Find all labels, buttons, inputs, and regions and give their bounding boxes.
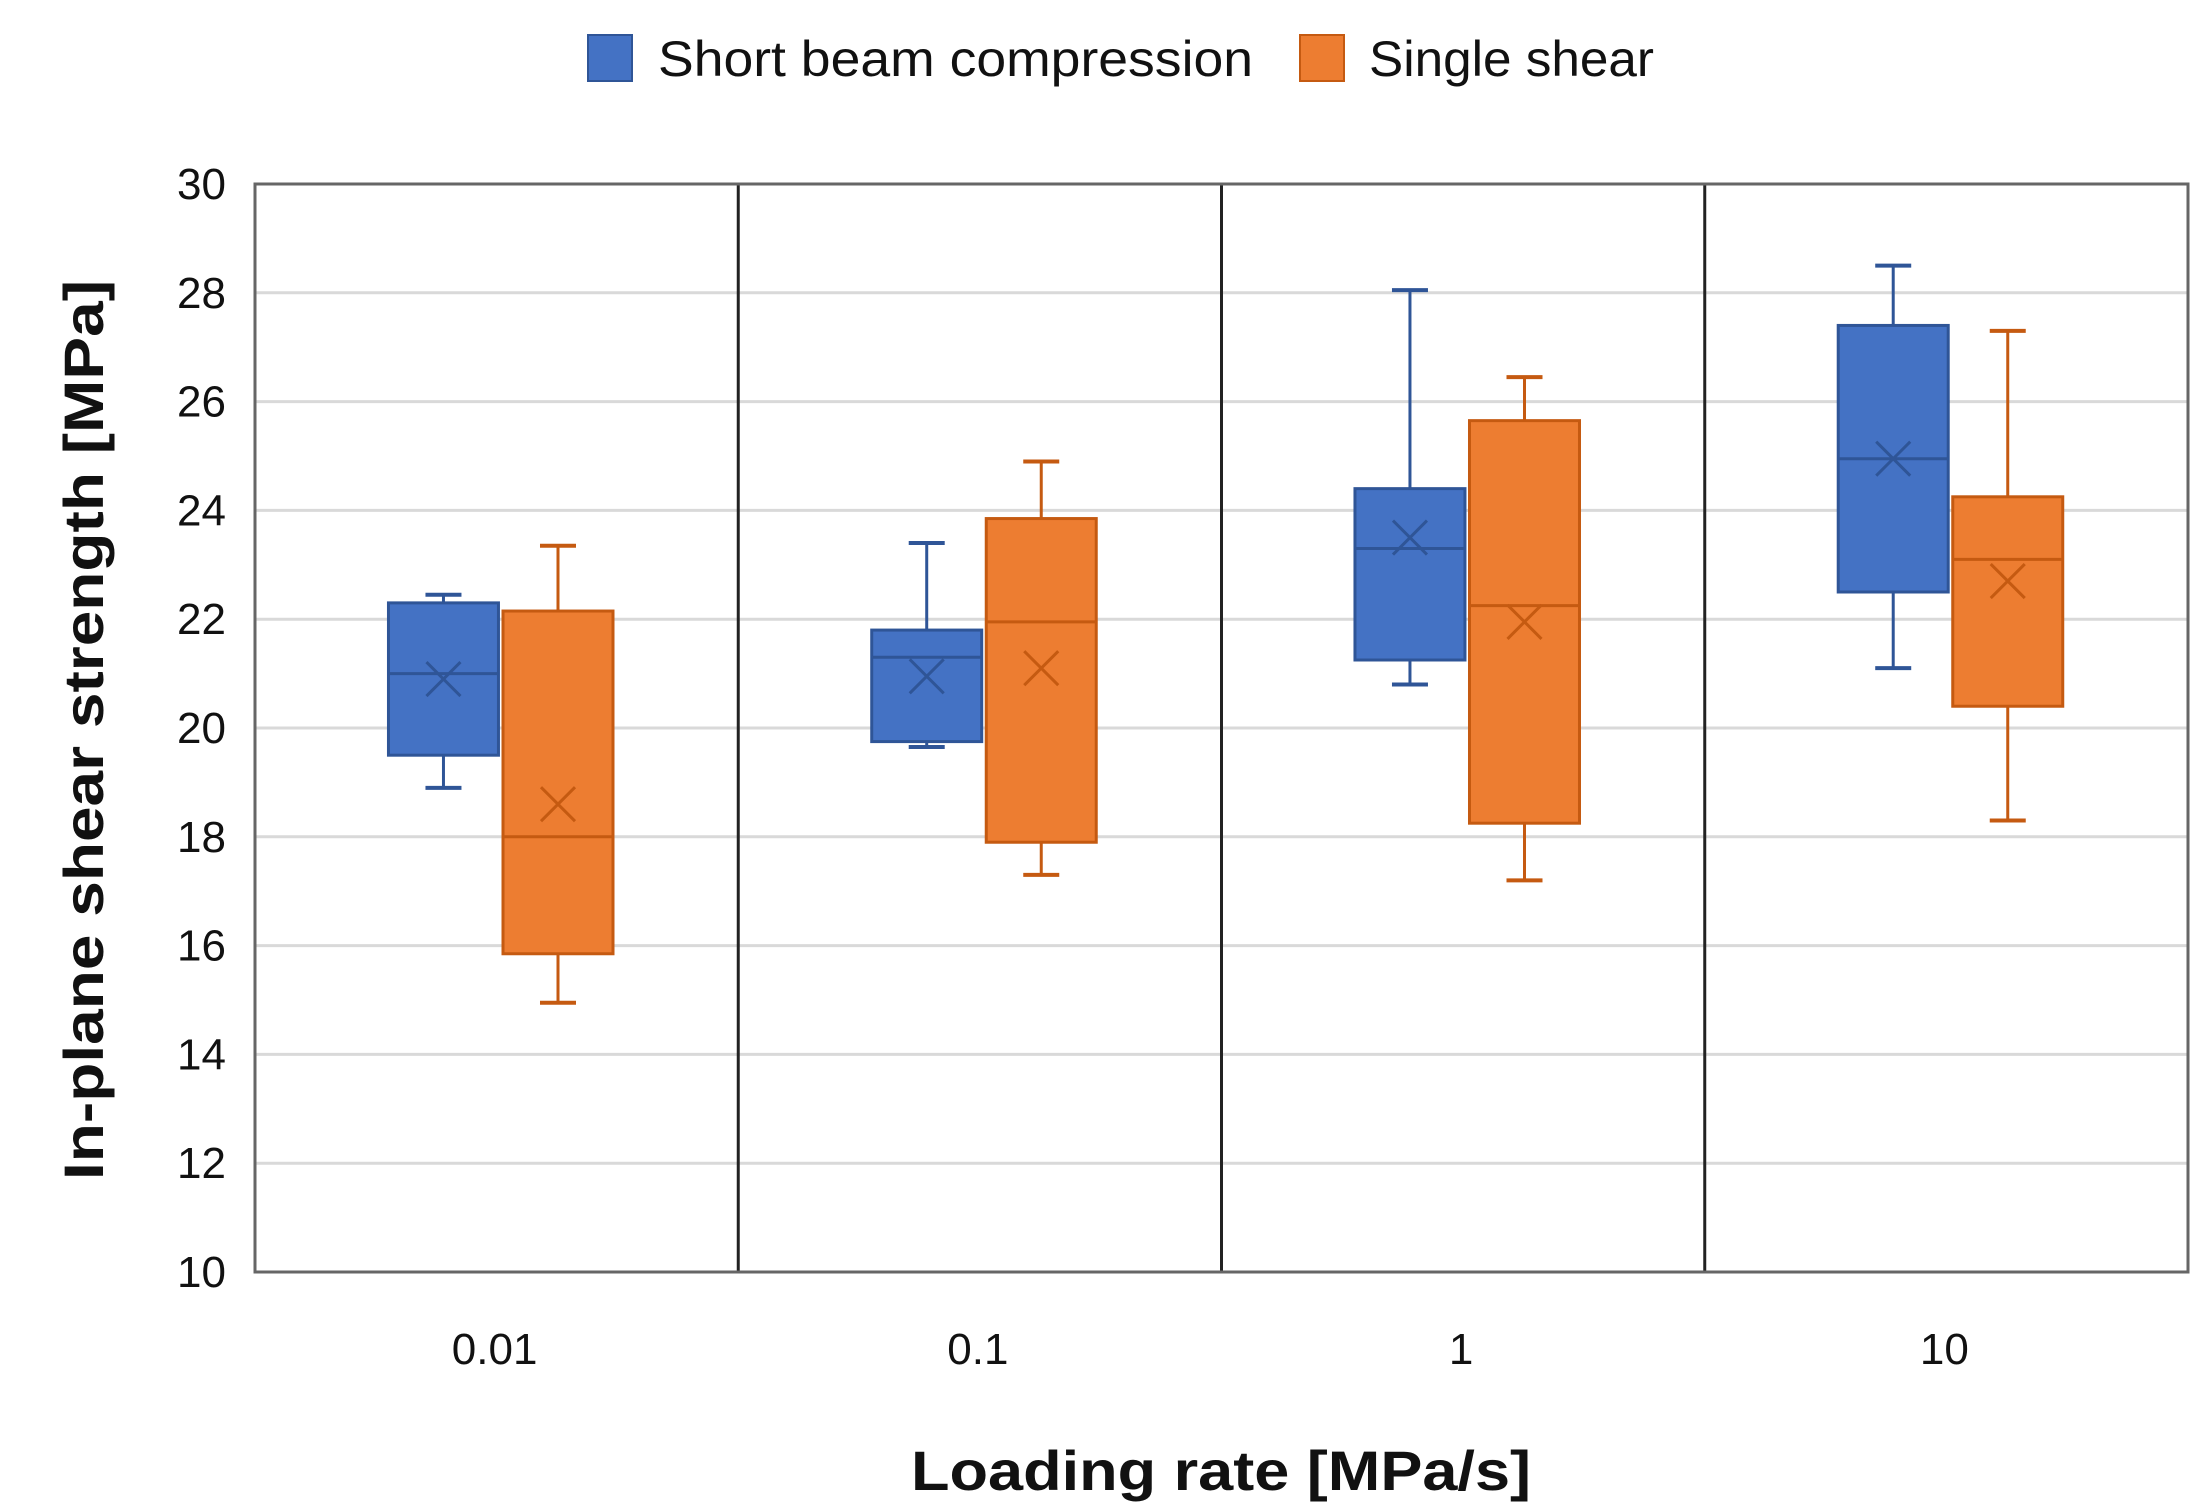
x-tick-label: 10 [1920,1325,1969,1374]
y-axis-title: In-plane shear strength [MPa] [52,280,115,1180]
y-tick-label: 26 [177,378,226,427]
y-tick-label: 16 [177,922,226,971]
legend-swatch-short-beam [587,34,633,82]
mean-marker [539,786,577,823]
box-short-beam-compression-1 [1353,288,1467,687]
mean-marker [1989,563,2026,600]
category-dividers [736,184,1707,1272]
y-tick-label: 30 [177,160,226,209]
legend-swatch-single-shear [1299,34,1345,82]
box-iqr [501,609,615,956]
box-short-beam-compression-10 [1836,263,1950,671]
mean-marker [1875,440,1912,477]
box-short-beam-compression-0.01 [386,592,500,790]
box-single-shear-0.1 [984,459,1098,877]
y-tick-label: 12 [177,1139,226,1188]
mean-marker [908,658,945,695]
box-iqr [1353,487,1467,662]
legend-label-short-beam: Short beam compression [658,31,1253,87]
x-tick-labels: 0.01 0.1 1 10 [452,1325,1969,1374]
box-iqr [870,628,984,744]
x-tick-label: 0.1 [947,1325,1008,1374]
y-tick-label: 24 [177,486,226,535]
box-single-shear-0.01 [501,543,615,1005]
mean-marker [425,660,462,698]
legend: Short beam compression Single shear [587,31,1654,87]
box-iqr [984,517,1098,844]
y-tick-labels: 10 12 14 16 18 20 22 24 26 28 30 [177,160,226,1297]
box-single-shear-10 [1951,328,2065,823]
mean-marker [1391,519,1429,556]
legend-label-single-shear: Single shear [1369,31,1654,87]
x-tick-label: 0.01 [452,1325,538,1374]
y-tick-label: 28 [177,269,226,318]
box-single-shear-1 [1467,375,1581,883]
y-tick-label: 18 [177,813,226,862]
boxes [386,263,2065,1005]
y-tick-label: 22 [177,595,226,644]
y-tick-label: 14 [177,1030,226,1079]
y-tick-label: 20 [177,704,226,753]
box-short-beam-compression-0.1 [870,541,984,750]
mean-marker [1506,603,1543,640]
plot-area-border [253,182,2190,1274]
y-tick-label: 10 [177,1248,226,1297]
box-iqr [1951,495,2065,708]
mean-marker [1023,650,1060,687]
x-axis-title: Loading rate [MPa/s] [911,1439,1531,1502]
x-tick-label: 1 [1449,1325,1473,1374]
